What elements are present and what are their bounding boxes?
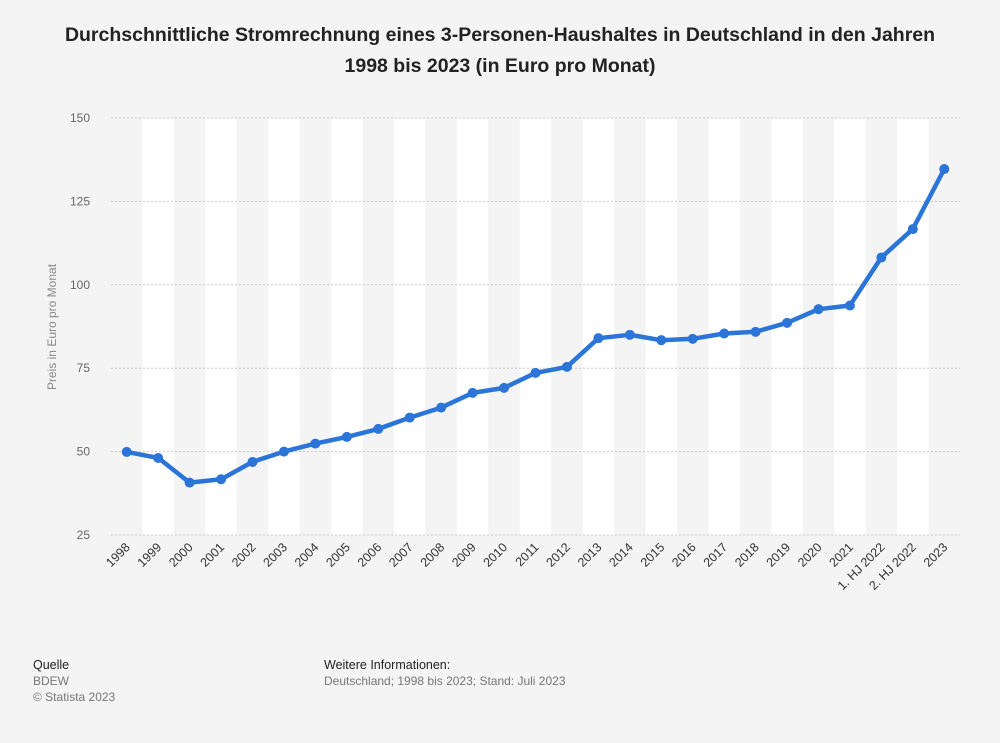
x-tick-label: 2002 (229, 540, 259, 570)
column-band (582, 118, 615, 535)
x-tick-label: 2004 (292, 540, 322, 570)
data-point[interactable] (939, 164, 950, 175)
column-band (645, 118, 677, 535)
column-band (142, 118, 174, 535)
x-tick-label: 2009 (449, 540, 479, 570)
data-point[interactable] (121, 446, 132, 457)
data-point[interactable] (687, 333, 698, 344)
x-tick-label: 2003 (260, 540, 290, 570)
x-tick-label: 2006 (355, 540, 385, 570)
data-point[interactable] (782, 317, 793, 328)
x-tick-label: 2012 (543, 540, 573, 570)
x-tick-label: 2014 (606, 540, 636, 570)
y-tick-label: 75 (77, 361, 91, 375)
x-tick-label: 2000 (166, 540, 196, 570)
x-tick-label: 2013 (575, 540, 605, 570)
data-point[interactable] (310, 438, 321, 449)
y-axis-ticks: 25 50 75 100 125 150 (70, 111, 90, 542)
y-tick-label: 150 (70, 111, 90, 125)
x-tick-label: 2010 (481, 540, 511, 570)
data-point[interactable] (499, 382, 510, 393)
data-point[interactable] (844, 300, 855, 311)
y-tick-label: 125 (70, 194, 90, 208)
data-points (121, 164, 950, 488)
x-tick-label: 2023 (921, 540, 951, 570)
info-block: Weitere Informationen: Deutschland; 1998… (324, 657, 566, 689)
data-point[interactable] (907, 224, 918, 235)
source-heading: Quelle (33, 658, 70, 672)
data-point[interactable] (750, 326, 761, 337)
data-point[interactable] (719, 328, 730, 339)
data-point[interactable] (436, 402, 447, 413)
data-point[interactable] (216, 474, 227, 485)
data-point[interactable] (184, 477, 195, 488)
data-point[interactable] (467, 387, 478, 398)
column-band (708, 118, 740, 535)
data-point[interactable] (404, 412, 415, 423)
copyright[interactable]: © Statista 2023 (33, 690, 116, 704)
x-tick-label: 2016 (669, 540, 699, 570)
data-point[interactable] (530, 367, 541, 378)
column-band (834, 118, 866, 535)
x-tick-label: 2020 (795, 540, 825, 570)
x-axis-ticks: 1998 1999 2000 2001 2002 2003 2004 2005 2006 2007… (103, 540, 950, 593)
column-band (394, 118, 426, 535)
source-block: Quelle BDEW © Statista 2023 (33, 657, 115, 705)
x-tick-label: 2018 (732, 540, 762, 570)
x-tick-label: 2019 (764, 540, 794, 570)
column-bands (142, 118, 929, 535)
info-text: Deutschland; 1998 bis 2023; Stand: Juli … (324, 674, 566, 688)
info-heading: Weitere Informationen: (324, 658, 451, 672)
x-tick-label: 2007 (386, 540, 416, 570)
x-tick-label: 1998 (103, 540, 133, 570)
column-band (205, 118, 237, 535)
data-point[interactable] (278, 446, 289, 457)
x-tick-label: 2008 (418, 540, 448, 570)
column-band (456, 118, 489, 535)
y-tick-label: 100 (70, 278, 90, 292)
x-tick-label: 2005 (323, 540, 353, 570)
data-point[interactable] (656, 335, 667, 346)
column-band (897, 118, 929, 535)
x-tick-label: 2017 (701, 540, 731, 570)
x-tick-label: 1999 (135, 540, 165, 570)
data-point[interactable] (373, 423, 384, 434)
y-tick-label: 50 (77, 445, 91, 459)
x-tick-label: 2015 (638, 540, 668, 570)
x-tick-label: 2001 (198, 540, 228, 570)
y-axis-label: Preis in Euro pro Monat (45, 263, 59, 390)
x-tick-label: 2011 (513, 540, 542, 569)
data-point[interactable] (876, 252, 887, 263)
column-band (331, 118, 363, 535)
column-band (519, 118, 552, 535)
column-band (268, 118, 300, 535)
data-point[interactable] (593, 333, 604, 344)
data-point[interactable] (341, 431, 352, 442)
y-tick-label: 25 (77, 528, 91, 542)
data-point[interactable] (561, 361, 572, 372)
data-point[interactable] (247, 456, 258, 467)
chart-title: Durchschnittliche Stromrechnung eines 3-… (64, 24, 936, 77)
data-point[interactable] (813, 304, 824, 315)
data-point[interactable] (624, 329, 635, 340)
source-name[interactable]: BDEW (33, 674, 69, 688)
data-point[interactable] (153, 452, 164, 463)
